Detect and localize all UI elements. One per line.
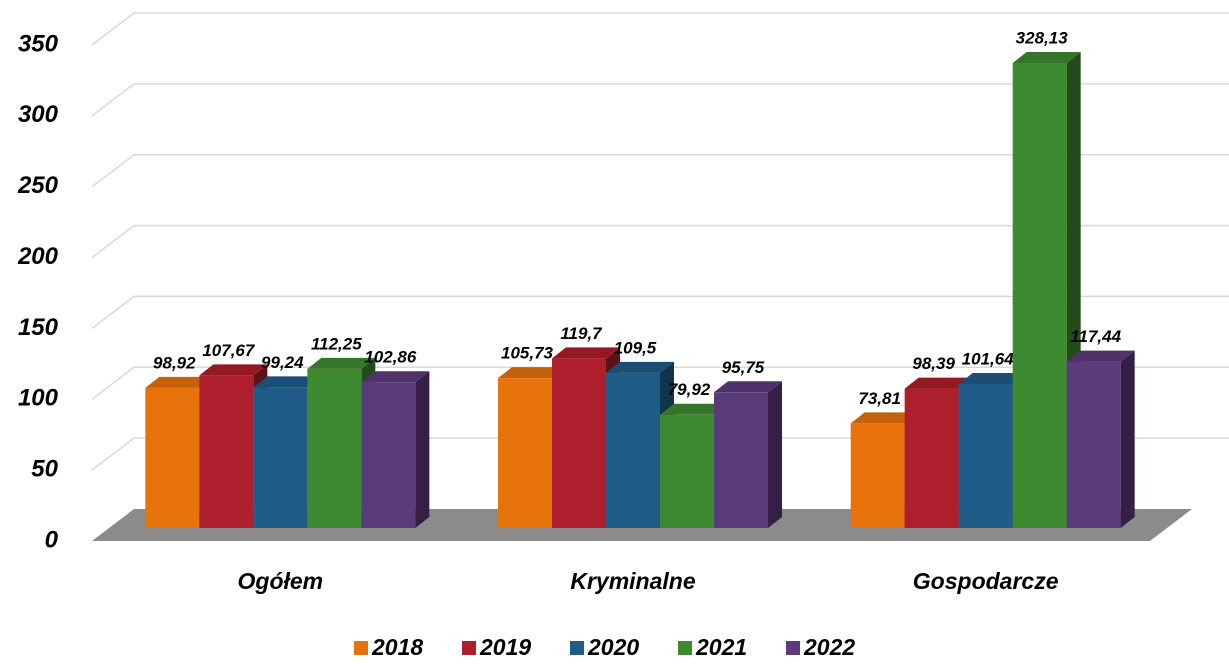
bar-top [145, 376, 214, 388]
bar-top [361, 371, 430, 383]
bar-top [253, 376, 322, 388]
x-tick-label: Gospodarcze [913, 568, 1059, 594]
bar [145, 387, 200, 528]
bar-top [606, 361, 674, 373]
y-tick-label: 350 [18, 30, 59, 57]
bar [660, 414, 714, 528]
bar-side [768, 381, 782, 528]
bar [714, 392, 768, 528]
y-tick-label: 250 [17, 172, 59, 199]
bar-top [498, 367, 566, 379]
bar-top [850, 412, 919, 424]
value-label: 328,13 [1016, 28, 1069, 47]
x-tick-label: Ogółem [238, 568, 324, 594]
bar [253, 387, 308, 528]
value-label: 98,92 [153, 353, 196, 372]
legend-swatch [354, 641, 368, 655]
y-tick-label: 0 [45, 526, 59, 553]
value-label: 101,64 [962, 349, 1015, 368]
bar [1066, 361, 1121, 528]
y-tick-label: 200 [17, 243, 59, 270]
grid-line [91, 366, 1229, 400]
bar [498, 378, 552, 528]
x-tick-label: Kryminalne [570, 568, 695, 594]
grid-line [91, 83, 1229, 117]
value-label: 119,7 [560, 324, 603, 343]
grid-line [91, 295, 1229, 330]
bar [904, 388, 959, 528]
bar-top [307, 357, 376, 369]
legend-label: 2020 [587, 634, 639, 660]
value-label: 102,86 [364, 348, 417, 367]
bar [1012, 62, 1067, 528]
legend-label: 2021 [695, 634, 747, 660]
y-tick-label: 100 [18, 385, 59, 412]
bar [199, 375, 254, 528]
legend-swatch [462, 641, 476, 655]
legend-swatch [570, 641, 584, 655]
value-label: 73,81 [858, 389, 901, 408]
grid-line [91, 224, 1229, 259]
bar-side [415, 371, 430, 528]
bar [361, 382, 416, 528]
grid-line [91, 153, 1229, 188]
value-label: 117,44 [1070, 327, 1121, 346]
legend-label: 2022 [803, 634, 855, 660]
bar [552, 358, 606, 528]
legend-swatch [786, 641, 800, 655]
bar-top [904, 377, 973, 389]
legend-label: 2019 [479, 634, 531, 660]
bar-top [552, 347, 620, 359]
y-tick-label: 150 [18, 314, 59, 341]
value-label: 95,75 [722, 358, 765, 377]
value-label: 105,73 [501, 344, 554, 363]
value-label: 109,5 [614, 338, 657, 357]
bar-top [1066, 350, 1135, 362]
y-tick-label: 300 [18, 101, 59, 128]
value-label: 99,24 [261, 353, 304, 372]
bar-top [958, 372, 1027, 384]
legend-label: 2018 [371, 634, 423, 660]
bar-side [1120, 350, 1135, 528]
bar-top [1012, 51, 1081, 63]
grid-line [91, 12, 1229, 46]
value-label: 107,67 [202, 341, 256, 360]
y-tick-label: 50 [31, 455, 58, 482]
bar-top [199, 364, 268, 376]
bar-top [660, 403, 728, 415]
value-label: 98,39 [912, 354, 955, 373]
bar [307, 368, 362, 528]
value-label: 112,25 [311, 334, 362, 353]
bar [850, 423, 905, 528]
bar-top [714, 381, 782, 393]
legend-swatch [678, 641, 692, 655]
bar [606, 372, 660, 528]
bar [958, 383, 1013, 528]
value-label: 79,92 [668, 380, 711, 399]
